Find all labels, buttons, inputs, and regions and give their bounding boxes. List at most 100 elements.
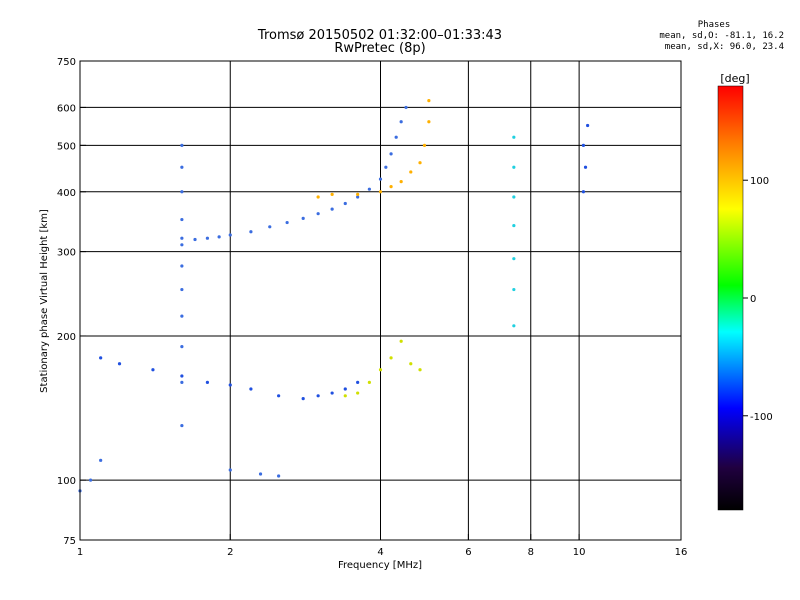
chart-subtitle: RwPretec (8p) <box>334 41 426 56</box>
y-tick-label: 100 <box>57 476 76 487</box>
echo-point <box>285 220 289 225</box>
colorbar-tick-label: 100 <box>750 176 769 187</box>
echo-point <box>343 394 347 398</box>
phase-stats-x-mode: mean, sd,X: 96.0, 23.4 <box>664 42 784 52</box>
echo-point <box>180 165 184 169</box>
echo-point <box>268 225 272 229</box>
y-tick-label: 750 <box>57 57 76 68</box>
colorbar-tick-label: -100 <box>750 412 773 423</box>
echo-point <box>99 356 103 360</box>
echo-point <box>180 236 184 240</box>
x-tick-label: 2 <box>227 547 233 558</box>
x-tick-label: 10 <box>573 547 586 558</box>
echo-point <box>394 135 398 139</box>
echo-point <box>180 380 184 384</box>
echo-point <box>367 380 371 384</box>
echo-point <box>356 192 360 196</box>
echo-point <box>180 287 184 292</box>
echo-point <box>586 123 590 128</box>
echo-point <box>277 394 281 398</box>
echo-point <box>356 391 360 395</box>
echo-point <box>512 223 516 228</box>
y-tick-label: 200 <box>57 332 76 343</box>
y-tick-label: 600 <box>57 103 76 114</box>
echo-point <box>249 387 253 391</box>
echo-point <box>180 143 184 147</box>
echo-point <box>180 264 184 268</box>
echo-point <box>330 391 334 395</box>
y-tick-label: 75 <box>63 536 76 547</box>
x-tick-label: 4 <box>377 547 383 558</box>
echo-point <box>378 368 383 372</box>
y-axis-label: Stationary phase Virtual Height [km] <box>39 209 50 393</box>
echo-point <box>378 177 383 181</box>
echo-point <box>277 474 281 478</box>
echo-point <box>399 339 403 343</box>
y-tick-label: 500 <box>57 141 76 152</box>
echo-point <box>301 396 305 401</box>
echo-point <box>180 423 184 428</box>
phase-stats-o-mode: mean, sd,O: -81.1, 16.2 <box>659 31 784 41</box>
echo-point <box>180 345 184 349</box>
y-tick-label: 400 <box>57 188 76 199</box>
echo-point <box>180 374 184 378</box>
echo-point <box>217 235 221 239</box>
echo-point <box>367 187 371 191</box>
echo-point <box>422 143 427 147</box>
echo-point <box>117 362 122 366</box>
echo-point <box>249 230 253 234</box>
axis-ticks: 1 2 4 6 8 10 16 75 100 200 300 400 500 600 750 <box>57 57 687 558</box>
echo-point <box>343 201 347 206</box>
echo-point <box>389 185 393 189</box>
echo-point <box>512 195 516 199</box>
echo-point <box>409 362 413 366</box>
gridlines <box>80 61 681 540</box>
echo-point <box>427 98 431 103</box>
echo-point <box>583 165 588 169</box>
echo-point <box>258 472 263 476</box>
echo-point <box>180 217 184 222</box>
echo-point <box>330 192 334 196</box>
echo-point <box>581 190 586 194</box>
echo-point <box>228 468 232 472</box>
echo-point <box>512 324 516 328</box>
colorbar <box>717 85 744 511</box>
x-tick-label: 16 <box>675 547 688 558</box>
echo-point <box>228 383 232 387</box>
echo-point <box>99 458 103 462</box>
echo-point <box>399 120 403 124</box>
echo-point <box>512 257 516 261</box>
echo-point <box>418 161 422 165</box>
echo-point <box>356 380 360 384</box>
echo-point <box>316 394 320 398</box>
echo-point <box>356 195 360 199</box>
echo-point <box>404 105 408 110</box>
echo-point <box>88 478 93 482</box>
colorbar-tick-label: 0 <box>750 294 756 305</box>
x-tick-label: 6 <box>465 547 471 558</box>
echo-point <box>389 356 393 360</box>
chart-title: Tromsø 20150502 01:32:00–01:33:43 <box>257 28 503 43</box>
echo-point <box>301 216 305 220</box>
y-tick-label: 300 <box>57 248 76 259</box>
colorbar-ticks: 100 0 -100 <box>743 176 773 423</box>
echo-point <box>418 368 422 372</box>
echo-point <box>343 387 347 391</box>
phase-stats-heading: Phases <box>697 20 731 30</box>
echo-points <box>78 98 590 493</box>
phase-stats: Phases mean, sd,O: -81.1, 16.2 mean, sd,… <box>584 20 784 53</box>
echo-point <box>512 165 516 169</box>
echo-point <box>384 165 388 169</box>
echo-point <box>228 233 232 237</box>
echo-point <box>512 287 516 292</box>
echo-point <box>330 207 334 211</box>
echo-point <box>389 152 393 156</box>
echo-point <box>205 380 210 384</box>
echo-point <box>180 243 184 247</box>
echo-point <box>151 368 155 372</box>
echo-point <box>581 143 586 147</box>
echo-point <box>193 237 197 242</box>
x-tick-label: 1 <box>77 547 83 558</box>
echo-point <box>399 180 403 184</box>
